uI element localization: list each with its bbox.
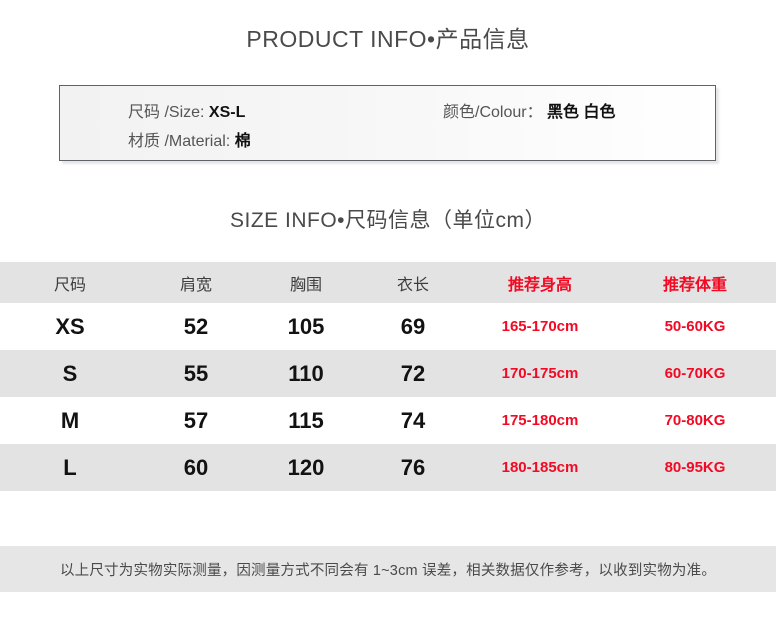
cell-size: S: [62, 360, 78, 386]
cell-weight: 70-80KG: [664, 412, 726, 429]
cell-size: XS: [55, 313, 85, 339]
column-header-size: 尺码: [53, 276, 86, 294]
product-material-value: 棉: [234, 133, 251, 150]
cell-length: 72: [400, 360, 426, 386]
cell-height: 175-180cm: [501, 412, 579, 429]
cell-size: L: [63, 454, 77, 480]
cell-shoulder: 57: [183, 407, 209, 433]
measurement-disclaimer-text: 以上尺寸为实物实际测量，因测量方式不同会有 1~3cm 误差，相关数据仅作参考，…: [59, 562, 717, 579]
column-header-length: 衣长: [396, 276, 429, 294]
cell-shoulder: 55: [183, 360, 209, 386]
table-header-row: 尺码 肩宽 胸围 衣长 推荐身高 推荐体重: [0, 262, 776, 303]
product-size-value: XS-L: [208, 104, 246, 121]
column-header-height: 推荐身高: [507, 276, 572, 294]
product-material-label: 材质 /Material:: [128, 133, 231, 150]
table-row: L 60 120 76 180-185cm 80-95KG: [0, 444, 776, 491]
cell-length: 74: [400, 407, 426, 433]
cell-weight: 60-70KG: [664, 365, 726, 382]
size-chart-table: 尺码 肩宽 胸围 衣长 推荐身高 推荐体重 XS 52 105 69 165-1…: [0, 262, 776, 491]
column-header-shoulder: 肩宽: [179, 276, 212, 294]
size-info-title: SIZE INFO•尺码信息（单位cm）: [229, 209, 547, 232]
column-header-weight: 推荐体重: [662, 276, 727, 294]
cell-length: 76: [400, 454, 426, 480]
product-info-title: PRODUCT INFO•产品信息: [246, 26, 530, 52]
cell-size: M: [60, 407, 80, 433]
cell-shoulder: 60: [183, 454, 209, 480]
cell-height: 170-175cm: [501, 365, 579, 382]
product-colour-value: 黑色 白色: [547, 104, 616, 121]
cell-weight: 50-60KG: [664, 318, 726, 335]
product-colour-row: 颜色/Colour： 黑色 白色: [443, 105, 616, 121]
cell-chest: 120: [287, 454, 325, 480]
cell-weight: 80-95KG: [664, 459, 726, 476]
cell-chest: 115: [288, 407, 324, 433]
product-colour-label: 颜色/Colour：: [443, 104, 543, 121]
product-size-row: 尺码 /Size: XS-L: [128, 105, 245, 121]
column-header-chest: 胸围: [289, 276, 322, 294]
table-row: M 57 115 74 175-180cm 70-80KG: [0, 397, 776, 444]
product-size-label: 尺码 /Size:: [128, 104, 205, 121]
table-row: XS 52 105 69 165-170cm 50-60KG: [0, 303, 776, 350]
measurement-disclaimer: 以上尺寸为实物实际测量，因测量方式不同会有 1~3cm 误差，相关数据仅作参考，…: [0, 546, 776, 592]
table-row: S 55 110 72 170-175cm 60-70KG: [0, 350, 776, 397]
cell-chest: 105: [287, 313, 325, 339]
cell-height: 180-185cm: [501, 459, 579, 476]
cell-height: 165-170cm: [501, 318, 579, 335]
cell-chest: 110: [288, 360, 324, 386]
product-info-box: 尺码 /Size: XS-L 材质 /Material: 棉 颜色/Colour…: [59, 85, 716, 161]
cell-length: 69: [400, 313, 426, 339]
cell-shoulder: 52: [183, 313, 209, 339]
product-material-row: 材质 /Material: 棉: [128, 134, 251, 150]
